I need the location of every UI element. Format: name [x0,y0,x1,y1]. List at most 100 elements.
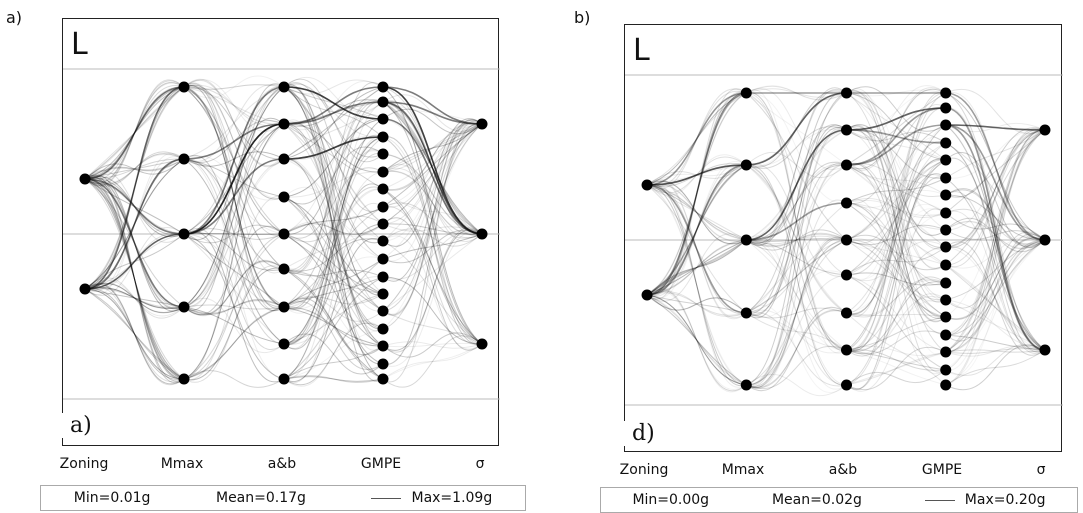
connection-curve [283,300,384,371]
connection-curve [283,118,384,198]
connection-curve [846,107,946,204]
connection-curve [846,124,947,351]
axis-node [940,364,952,376]
connection-curve [746,307,847,319]
connection-curve [745,92,847,241]
connection-curve [945,208,1046,245]
connection-curve [945,129,1046,371]
connection-curve [646,180,747,245]
connection-curve [646,239,747,296]
connection-curve [382,118,483,247]
connection-curve [84,288,185,380]
connection-curve [846,129,946,144]
connection-curve [183,370,285,388]
connection-curve [745,87,847,246]
connection-curve [945,239,1046,336]
connection-curve [183,306,285,345]
connection-curve [945,239,1046,301]
connection-curve [646,294,747,386]
connection-curve [283,150,384,311]
connection-curve [646,294,747,314]
connection-curve [283,136,384,380]
connection-curve [846,92,947,231]
connection-curve [382,123,483,173]
connection-curve [846,92,946,353]
connection-curve [283,158,384,312]
connection-curve [382,332,483,358]
connection-curve [183,83,285,163]
connection-curve [283,86,384,225]
connection-curve [945,344,1046,391]
axis-node [278,153,290,165]
connection-curve [945,91,1046,242]
connection-curve [745,151,847,179]
connection-curve [846,204,947,249]
connection-curve [945,122,1046,133]
highlight-curve [84,86,185,180]
connection-curve [745,164,847,314]
connection-curve [646,164,747,296]
connection-curve [646,92,747,296]
connection-curve [945,194,1045,241]
connection-curve [646,294,747,314]
connection-curve [646,294,747,386]
connection-curve [84,288,185,380]
connection-curve [646,294,747,386]
connection-curve [846,92,946,161]
connection-curve [945,221,1046,249]
axis-node [377,288,389,300]
connection-curve [382,188,483,345]
axis-node [940,119,952,131]
connection-curve [745,304,847,394]
connection-curve [283,223,384,345]
connection-curve [846,177,946,204]
connection-curve [746,239,847,386]
connection-curve [945,129,1046,179]
connection-curve [945,129,1046,386]
connection-curve [84,158,185,180]
connection-curve [283,83,384,158]
connection-curve [945,239,1046,353]
axis-node [740,87,752,99]
connection-curve [945,142,1046,351]
connection-curve [846,164,946,214]
axis-node [841,344,853,356]
connection-curve [283,223,384,235]
connection-curve [646,184,747,241]
connection-curve [382,123,483,330]
connection-curve [183,123,285,308]
connection-curve [646,292,747,316]
connection-curve [283,186,384,310]
connection-curve [647,92,747,296]
connection-curve [846,92,946,318]
connection-curve [382,123,483,312]
connection-curve [846,91,946,352]
connection-curve [945,348,1046,354]
connection-curve [846,349,946,371]
connection-curve [646,184,747,241]
axis-node [940,87,952,99]
connection-curve [846,92,947,161]
connection-curve [646,239,747,296]
connection-curve [283,86,384,380]
axis-node [278,301,290,313]
connection-curve [746,232,847,248]
connection-curve [382,231,483,367]
connection-curve [945,129,1046,266]
axis-node [1039,234,1051,246]
connection-curve [846,158,946,352]
connection-curve [846,158,946,315]
connection-curve [846,92,946,166]
connection-curve [382,123,483,330]
connection-curve [646,294,747,386]
connection-curve [283,268,384,295]
connection-curve [283,233,384,347]
connection-curve [283,268,384,380]
connection-curve [84,178,185,380]
highlight-curve [945,124,1045,131]
connection-curve [646,287,747,393]
panel-a-parallel-plot [63,68,500,400]
connection-curve [746,270,847,318]
connection-curve [646,92,747,186]
axis-node [940,189,952,201]
